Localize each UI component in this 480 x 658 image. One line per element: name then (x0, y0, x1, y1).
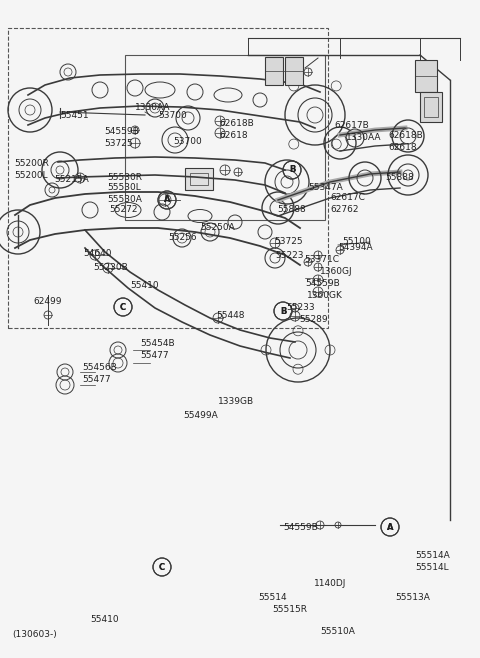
Text: B: B (280, 307, 286, 315)
Text: A: A (164, 195, 170, 205)
Text: 55233: 55233 (286, 303, 314, 313)
Text: 53725: 53725 (104, 139, 132, 149)
Text: 1339GB: 1339GB (218, 397, 254, 407)
Text: 55499A: 55499A (183, 411, 218, 420)
Text: A: A (164, 195, 170, 205)
Text: 55514L: 55514L (415, 563, 449, 572)
Bar (285, 57, 303, 85)
Text: 55410: 55410 (90, 615, 119, 624)
Text: 55510A: 55510A (320, 628, 355, 636)
Text: C: C (159, 563, 165, 572)
Text: A: A (387, 522, 393, 532)
Text: 55347A: 55347A (308, 184, 343, 193)
Bar (8, 28, 328, 328)
Text: 54559B: 54559B (104, 128, 139, 136)
Bar (190, 173, 208, 185)
Text: 55477: 55477 (140, 351, 168, 361)
Text: 62762: 62762 (330, 205, 359, 215)
Text: 55513A: 55513A (395, 594, 430, 603)
Bar (415, 60, 437, 92)
Text: 62618: 62618 (219, 130, 248, 139)
Text: 55250A: 55250A (200, 224, 235, 232)
Text: 1360GJ: 1360GJ (320, 268, 353, 276)
Text: 53371C: 53371C (304, 255, 339, 265)
Text: 1330AA: 1330AA (135, 103, 170, 111)
Text: 1330AA: 1330AA (346, 134, 382, 143)
Text: 55477: 55477 (82, 376, 110, 384)
Text: 55410: 55410 (130, 280, 158, 290)
Text: C: C (120, 303, 126, 311)
Bar (424, 97, 438, 117)
Text: 55448: 55448 (216, 311, 244, 320)
Text: 55514A: 55514A (415, 551, 450, 561)
Text: 54559B: 54559B (283, 524, 318, 532)
Text: 62617B: 62617B (334, 122, 369, 130)
Text: 55456B: 55456B (82, 363, 117, 372)
Text: 55100: 55100 (342, 238, 371, 247)
Text: 55272: 55272 (109, 205, 137, 215)
Text: 1360GK: 1360GK (307, 291, 343, 301)
Text: 54559B: 54559B (305, 280, 340, 288)
Text: B: B (289, 166, 295, 174)
Text: 62618: 62618 (388, 143, 417, 153)
Text: 62618B: 62618B (388, 132, 423, 141)
Text: 55888: 55888 (277, 205, 306, 215)
Text: C: C (159, 563, 165, 572)
Bar (420, 92, 442, 122)
Text: 55530L: 55530L (107, 184, 141, 193)
Text: 55200R: 55200R (14, 159, 49, 168)
Bar (185, 168, 213, 190)
Text: 55515R: 55515R (272, 605, 307, 615)
Text: 53725: 53725 (274, 238, 302, 247)
Text: 55223: 55223 (275, 251, 303, 259)
Bar (125, 55, 325, 220)
Text: A: A (387, 522, 393, 532)
Text: B: B (280, 307, 286, 315)
Text: (130603-): (130603-) (12, 630, 57, 640)
Text: 53700: 53700 (158, 111, 187, 120)
Text: 1140DJ: 1140DJ (314, 578, 347, 588)
Text: B: B (289, 166, 295, 174)
Text: 55451: 55451 (60, 111, 89, 120)
Bar (265, 57, 283, 85)
Text: 53700: 53700 (173, 138, 202, 147)
Text: 62617C: 62617C (330, 193, 365, 203)
Text: 55289: 55289 (299, 315, 328, 324)
Text: 62499: 62499 (33, 297, 61, 307)
Text: 55888: 55888 (385, 174, 414, 182)
Text: C: C (120, 303, 126, 311)
Text: 55530R: 55530R (107, 172, 142, 182)
Text: 55200L: 55200L (14, 170, 48, 180)
Text: 55454B: 55454B (140, 340, 175, 349)
Text: 55256: 55256 (168, 232, 197, 241)
Text: 55530A: 55530A (107, 195, 142, 203)
Text: 55230B: 55230B (93, 263, 128, 272)
Text: 62618B: 62618B (219, 118, 254, 128)
Text: 55215A: 55215A (54, 176, 89, 184)
Text: 55514: 55514 (258, 592, 287, 601)
Text: 54640: 54640 (83, 249, 111, 257)
Text: 54394A: 54394A (338, 243, 372, 253)
